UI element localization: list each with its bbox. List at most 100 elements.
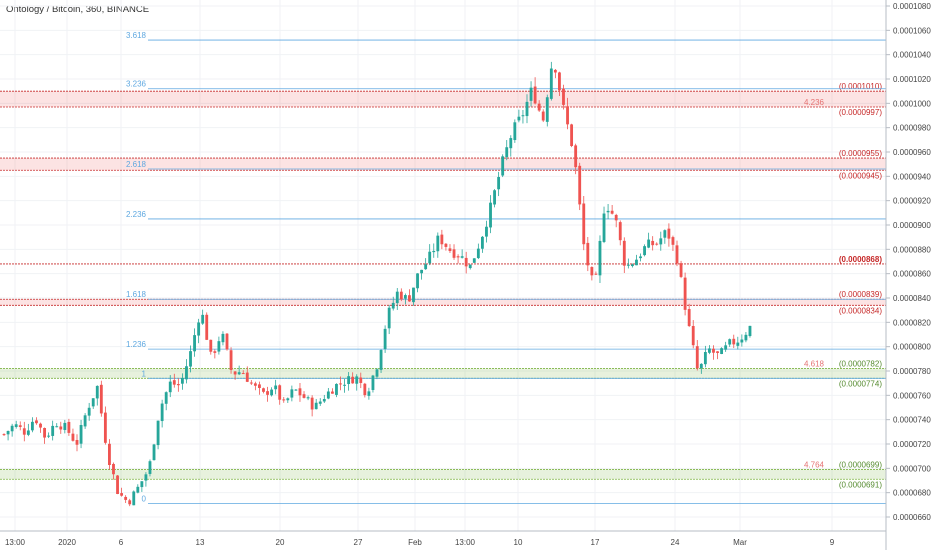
candle-up — [416, 273, 419, 289]
candle-up — [602, 213, 606, 242]
fib-level-label: 2.618 — [126, 160, 147, 169]
candle-up — [436, 235, 440, 252]
candle-up — [152, 444, 156, 461]
candle-up — [367, 391, 371, 396]
zone-band-red — [0, 91, 886, 107]
candle-down — [683, 277, 687, 310]
candle-up — [221, 333, 225, 343]
price-tick-label: 0.0000840 — [893, 294, 931, 303]
candle-down — [2, 434, 6, 436]
candle-up — [156, 420, 160, 446]
candle-down — [35, 420, 38, 424]
candle-up — [30, 421, 34, 431]
candle-up — [699, 363, 703, 369]
candle-up — [132, 491, 136, 506]
candle-down — [71, 433, 75, 441]
candle-up — [521, 115, 525, 117]
price-tick-label: 0.0000820 — [893, 318, 931, 327]
candle-up — [432, 250, 436, 253]
candle-up — [748, 325, 752, 337]
candle-down — [712, 348, 715, 353]
price-tick-label: 0.0000760 — [893, 391, 931, 400]
candle-up — [476, 248, 480, 259]
price-tick-label: 0.0000720 — [893, 440, 931, 449]
candle-down — [444, 243, 448, 247]
candle-up — [294, 389, 298, 391]
candle-down — [440, 234, 444, 245]
candle-down — [562, 88, 565, 105]
candle-down — [456, 256, 460, 258]
time-tick-label: 6 — [119, 538, 124, 547]
candle-up — [505, 147, 509, 158]
candle-down — [172, 380, 176, 385]
candle-up — [270, 389, 274, 396]
candle-down — [566, 106, 569, 125]
candle-down — [213, 351, 217, 353]
zone-band-green — [0, 368, 886, 379]
candle-down — [732, 338, 736, 345]
candle-up — [630, 264, 634, 267]
candle-down — [671, 237, 675, 245]
candle-up — [168, 381, 172, 393]
price-tick-label: 0.0000700 — [893, 464, 931, 473]
candle-down — [310, 397, 314, 410]
candle-down — [618, 222, 622, 241]
candle-up — [79, 425, 83, 444]
fib-level-label: 1.618 — [126, 290, 147, 299]
candle-down — [99, 384, 103, 414]
candle-down — [225, 333, 229, 350]
candle-up — [197, 322, 201, 336]
candle-down — [262, 388, 265, 392]
candle-down — [278, 385, 282, 400]
candle-up — [529, 87, 533, 101]
candle-down — [586, 242, 590, 266]
zone-top-label: (0.0001010) — [839, 82, 882, 91]
candle-down — [241, 373, 245, 375]
candle-up — [728, 339, 732, 345]
fib-ext-label: 4.618 — [804, 360, 825, 369]
candle-down — [302, 394, 306, 398]
candle-up — [140, 481, 144, 488]
candle-up — [87, 407, 91, 416]
candle-down — [18, 425, 22, 427]
candle-down — [716, 351, 719, 353]
zone-bottom-label: (0.0000774) — [839, 379, 882, 388]
candle-down — [128, 500, 132, 505]
price-tick-label: 0.0000920 — [893, 197, 931, 206]
candle-up — [136, 486, 140, 493]
candle-down — [452, 249, 456, 258]
candle-down — [408, 295, 411, 302]
candle-up — [663, 230, 667, 238]
candle-down — [258, 384, 261, 388]
candle-down — [558, 72, 561, 91]
candle-up — [509, 138, 513, 149]
price-tick-label: 0.0001020 — [893, 75, 931, 84]
candle-up — [83, 415, 87, 427]
candle-up — [55, 426, 59, 428]
candle-down — [691, 326, 695, 346]
candle-down — [67, 421, 71, 433]
time-tick-label: 13:00 — [5, 538, 26, 547]
time-tick-label: 2020 — [58, 538, 76, 547]
candle-up — [47, 435, 51, 437]
candle-up — [6, 431, 10, 435]
candle-up — [493, 190, 496, 205]
candle-down — [590, 267, 594, 276]
time-tick-label: Mar — [733, 538, 747, 547]
candle-up — [51, 425, 55, 436]
candle-up — [26, 430, 30, 435]
candle-up — [274, 385, 278, 390]
candle-up — [10, 425, 14, 432]
candle-up — [736, 342, 740, 346]
candle-down — [116, 475, 119, 494]
candle-down — [610, 210, 614, 214]
candle-up — [164, 392, 168, 404]
candle-up — [387, 307, 391, 329]
candle-up — [724, 345, 728, 350]
candle-down — [245, 372, 249, 382]
price-tick-label: 0.0000900 — [893, 221, 931, 230]
price-tick-label: 0.0000800 — [893, 343, 931, 352]
candle-up — [286, 398, 290, 401]
zone-bottom-label: (0.0000945) — [839, 171, 882, 180]
